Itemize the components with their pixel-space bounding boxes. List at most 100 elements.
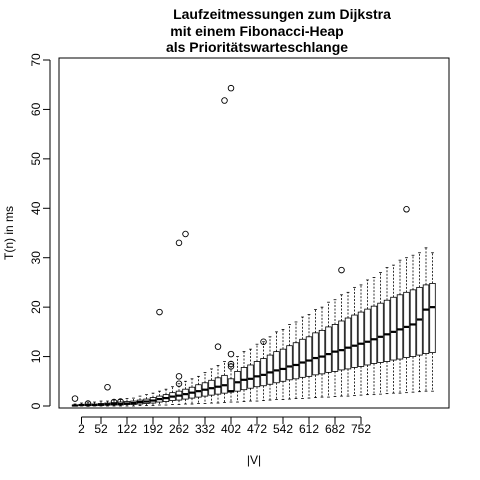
x-tick-label: 122 bbox=[117, 422, 137, 436]
box-43 bbox=[344, 291, 352, 397]
outlier-point bbox=[338, 266, 345, 274]
box-56 bbox=[429, 252, 436, 392]
box-48 bbox=[377, 272, 384, 395]
box-iqr bbox=[416, 286, 423, 356]
box-3 bbox=[84, 400, 92, 407]
box-5 bbox=[97, 400, 105, 407]
y-tick-label: 70 bbox=[29, 53, 43, 67]
box-55 bbox=[422, 247, 430, 392]
box-iqr bbox=[331, 324, 339, 372]
box-iqr bbox=[344, 317, 352, 370]
box-53 bbox=[409, 254, 417, 393]
box-iqr bbox=[312, 332, 319, 376]
x-tick-label: 752 bbox=[351, 422, 371, 436]
box-iqr bbox=[409, 289, 417, 357]
box-14 bbox=[156, 308, 163, 406]
box-41 bbox=[331, 299, 339, 398]
x-tick-label: 682 bbox=[325, 422, 345, 436]
y-tick-label: 40 bbox=[29, 201, 43, 215]
box-52 bbox=[403, 206, 410, 394]
box-36 bbox=[299, 316, 306, 399]
box-24 bbox=[221, 97, 228, 403]
box-series bbox=[71, 84, 436, 407]
outlier-point bbox=[175, 239, 183, 247]
box-iqr bbox=[279, 348, 287, 382]
box-11 bbox=[136, 395, 144, 406]
box-iqr bbox=[240, 367, 248, 391]
box-iqr bbox=[338, 320, 345, 371]
box-7 bbox=[110, 398, 118, 407]
box-42 bbox=[338, 266, 345, 397]
box-4 bbox=[91, 401, 98, 407]
box-16 bbox=[169, 386, 176, 405]
box-19 bbox=[188, 378, 196, 405]
box-39 bbox=[318, 306, 326, 398]
box-iqr bbox=[325, 326, 332, 373]
box-12 bbox=[143, 394, 150, 406]
box-33 bbox=[279, 328, 287, 400]
box-iqr bbox=[318, 329, 326, 375]
y-tick-label: 30 bbox=[29, 251, 43, 265]
box-iqr bbox=[286, 345, 293, 381]
box-iqr bbox=[299, 338, 306, 378]
box-34 bbox=[286, 324, 293, 400]
x-tick-label: 52 bbox=[94, 422, 108, 436]
outlier-point bbox=[110, 398, 118, 406]
box-29 bbox=[253, 343, 261, 402]
box-iqr bbox=[253, 361, 261, 388]
outlier-point bbox=[214, 343, 222, 350]
y-tick-label: 60 bbox=[29, 102, 43, 116]
box-iqr bbox=[396, 294, 404, 360]
box-iqr bbox=[266, 354, 274, 385]
box-8 bbox=[117, 398, 124, 407]
box-9 bbox=[123, 398, 131, 407]
outlier-point bbox=[227, 360, 235, 368]
outlier-point bbox=[117, 398, 124, 405]
box-27 bbox=[240, 351, 248, 402]
box-20 bbox=[195, 375, 202, 404]
box-1 bbox=[71, 395, 79, 407]
x-tick-label: 332 bbox=[195, 422, 215, 436]
box-iqr bbox=[247, 364, 254, 389]
box-13 bbox=[149, 392, 157, 406]
box-15 bbox=[162, 388, 170, 406]
x-tick-label: 192 bbox=[143, 422, 163, 436]
outlier-point bbox=[175, 380, 183, 388]
box-iqr bbox=[370, 305, 378, 364]
x-tick-label: 262 bbox=[169, 422, 189, 436]
outlier-point bbox=[260, 338, 267, 345]
box-23 bbox=[214, 343, 222, 404]
box-26 bbox=[234, 356, 241, 403]
box-iqr bbox=[351, 314, 358, 368]
box-51 bbox=[396, 259, 404, 394]
box-28 bbox=[247, 348, 254, 402]
box-iqr bbox=[260, 358, 267, 387]
outlier-point bbox=[403, 206, 410, 213]
y-tick-label: 20 bbox=[29, 300, 43, 314]
outlier-point bbox=[227, 363, 235, 370]
chart-title-line-1: Laufzeitmessungen zum Dijkstra bbox=[173, 6, 391, 22]
x-tick-label: 2 bbox=[78, 422, 85, 436]
x-tick-label: 612 bbox=[299, 422, 319, 436]
outlier-point bbox=[104, 383, 111, 391]
x-axis-title: |V| bbox=[247, 453, 261, 467]
x-tick-label: 542 bbox=[273, 422, 293, 436]
box-45 bbox=[357, 284, 365, 396]
y-tick-label: 50 bbox=[29, 152, 43, 166]
x-tick-label: 402 bbox=[221, 422, 241, 436]
box-6 bbox=[104, 383, 111, 407]
box-iqr bbox=[403, 291, 410, 358]
box-17 bbox=[175, 239, 183, 405]
box-31 bbox=[266, 336, 274, 401]
chart-title-line-3: als Prioritätswarteschlange bbox=[166, 39, 348, 55]
x-axis: 2 52 122 192 262 332 402 472 542 612 682 752 bbox=[78, 416, 371, 436]
box-iqr bbox=[383, 299, 391, 362]
box-30 bbox=[260, 338, 267, 401]
y-axis-title: T(n) in ms bbox=[2, 206, 16, 260]
box-32 bbox=[273, 331, 280, 400]
box-iqr bbox=[292, 342, 300, 380]
box-iqr bbox=[273, 351, 280, 384]
box-47 bbox=[370, 277, 378, 396]
box-25 bbox=[227, 84, 235, 403]
